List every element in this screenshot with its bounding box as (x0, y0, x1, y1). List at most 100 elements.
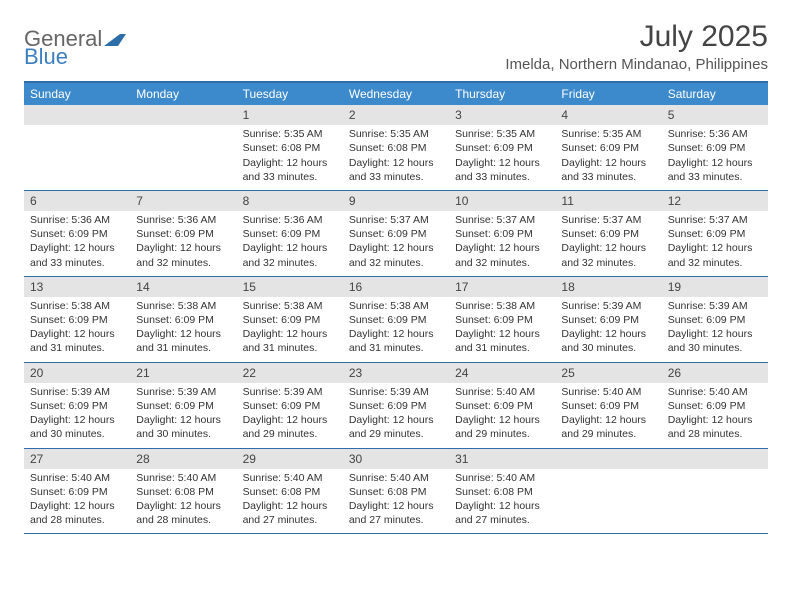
sunrise-text: Sunrise: 5:39 AM (561, 299, 655, 313)
day-number: 2 (343, 105, 449, 125)
day-cell: 18Sunrise: 5:39 AMSunset: 6:09 PMDayligh… (555, 277, 661, 362)
daylight-text: Daylight: 12 hours and 28 minutes. (668, 413, 762, 441)
day-body: Sunrise: 5:38 AMSunset: 6:09 PMDaylight:… (449, 297, 555, 362)
sunrise-text: Sunrise: 5:40 AM (136, 471, 230, 485)
day-number: 7 (130, 191, 236, 211)
day-cell: 15Sunrise: 5:38 AMSunset: 6:09 PMDayligh… (237, 277, 343, 362)
day-number: 8 (237, 191, 343, 211)
sunset-text: Sunset: 6:09 PM (561, 399, 655, 413)
sunset-text: Sunset: 6:09 PM (243, 399, 337, 413)
sunrise-text: Sunrise: 5:39 AM (243, 385, 337, 399)
sunrise-text: Sunrise: 5:40 AM (349, 471, 443, 485)
sunset-text: Sunset: 6:09 PM (349, 313, 443, 327)
day-cell: 2Sunrise: 5:35 AMSunset: 6:08 PMDaylight… (343, 105, 449, 190)
day-cell: 22Sunrise: 5:39 AMSunset: 6:09 PMDayligh… (237, 363, 343, 448)
sunset-text: Sunset: 6:08 PM (243, 485, 337, 499)
sunrise-text: Sunrise: 5:39 AM (30, 385, 124, 399)
daylight-text: Daylight: 12 hours and 30 minutes. (136, 413, 230, 441)
sunrise-text: Sunrise: 5:40 AM (30, 471, 124, 485)
day-cell: 19Sunrise: 5:39 AMSunset: 6:09 PMDayligh… (662, 277, 768, 362)
day-body: Sunrise: 5:36 AMSunset: 6:09 PMDaylight:… (237, 211, 343, 276)
day-body: Sunrise: 5:37 AMSunset: 6:09 PMDaylight:… (555, 211, 661, 276)
day-cell: 20Sunrise: 5:39 AMSunset: 6:09 PMDayligh… (24, 363, 130, 448)
daylight-text: Daylight: 12 hours and 33 minutes. (668, 156, 762, 184)
day-body: Sunrise: 5:40 AMSunset: 6:08 PMDaylight:… (130, 469, 236, 534)
sunrise-text: Sunrise: 5:38 AM (243, 299, 337, 313)
sunset-text: Sunset: 6:08 PM (349, 485, 443, 499)
daylight-text: Daylight: 12 hours and 33 minutes. (349, 156, 443, 184)
sunset-text: Sunset: 6:09 PM (243, 227, 337, 241)
day-cell: 28Sunrise: 5:40 AMSunset: 6:08 PMDayligh… (130, 449, 236, 534)
day-body: Sunrise: 5:35 AMSunset: 6:08 PMDaylight:… (343, 125, 449, 190)
day-cell: 16Sunrise: 5:38 AMSunset: 6:09 PMDayligh… (343, 277, 449, 362)
day-number: 30 (343, 449, 449, 469)
day-body: Sunrise: 5:36 AMSunset: 6:09 PMDaylight:… (130, 211, 236, 276)
sunrise-text: Sunrise: 5:39 AM (349, 385, 443, 399)
day-cell: 6Sunrise: 5:36 AMSunset: 6:09 PMDaylight… (24, 191, 130, 276)
day-number: 1 (237, 105, 343, 125)
day-body: Sunrise: 5:40 AMSunset: 6:08 PMDaylight:… (343, 469, 449, 534)
sunrise-text: Sunrise: 5:38 AM (455, 299, 549, 313)
sunset-text: Sunset: 6:09 PM (668, 313, 762, 327)
sunrise-text: Sunrise: 5:36 AM (243, 213, 337, 227)
day-body: Sunrise: 5:35 AMSunset: 6:09 PMDaylight:… (555, 125, 661, 190)
day-number: 12 (662, 191, 768, 211)
sunrise-text: Sunrise: 5:37 AM (561, 213, 655, 227)
sunset-text: Sunset: 6:09 PM (561, 227, 655, 241)
day-number: 15 (237, 277, 343, 297)
day-number: 29 (237, 449, 343, 469)
sunset-text: Sunset: 6:08 PM (136, 485, 230, 499)
day-number: 20 (24, 363, 130, 383)
week-row: 20Sunrise: 5:39 AMSunset: 6:09 PMDayligh… (24, 363, 768, 449)
daylight-text: Daylight: 12 hours and 30 minutes. (30, 413, 124, 441)
sunset-text: Sunset: 6:09 PM (136, 313, 230, 327)
daylight-text: Daylight: 12 hours and 32 minutes. (455, 241, 549, 269)
sunset-text: Sunset: 6:09 PM (455, 399, 549, 413)
sunset-text: Sunset: 6:09 PM (455, 141, 549, 155)
sunset-text: Sunset: 6:09 PM (668, 399, 762, 413)
weekday-header-row: Sunday Monday Tuesday Wednesday Thursday… (24, 83, 768, 105)
day-cell: 23Sunrise: 5:39 AMSunset: 6:09 PMDayligh… (343, 363, 449, 448)
daylight-text: Daylight: 12 hours and 29 minutes. (561, 413, 655, 441)
day-number: 5 (662, 105, 768, 125)
day-body: Sunrise: 5:40 AMSunset: 6:09 PMDaylight:… (555, 383, 661, 448)
sunset-text: Sunset: 6:09 PM (136, 399, 230, 413)
daylight-text: Daylight: 12 hours and 32 minutes. (668, 241, 762, 269)
day-number: 14 (130, 277, 236, 297)
weekday-tuesday: Tuesday (237, 83, 343, 105)
day-number: 3 (449, 105, 555, 125)
day-body: Sunrise: 5:37 AMSunset: 6:09 PMDaylight:… (449, 211, 555, 276)
day-body: Sunrise: 5:38 AMSunset: 6:09 PMDaylight:… (24, 297, 130, 362)
day-body: Sunrise: 5:38 AMSunset: 6:09 PMDaylight:… (343, 297, 449, 362)
day-number: 10 (449, 191, 555, 211)
day-number: 4 (555, 105, 661, 125)
day-number: 19 (662, 277, 768, 297)
daylight-text: Daylight: 12 hours and 27 minutes. (455, 499, 549, 527)
sunrise-text: Sunrise: 5:40 AM (243, 471, 337, 485)
logo-triangle-icon (104, 26, 126, 52)
empty-day-bar (24, 105, 130, 125)
daylight-text: Daylight: 12 hours and 32 minutes. (349, 241, 443, 269)
day-cell: 5Sunrise: 5:36 AMSunset: 6:09 PMDaylight… (662, 105, 768, 190)
daylight-text: Daylight: 12 hours and 33 minutes. (455, 156, 549, 184)
daylight-text: Daylight: 12 hours and 33 minutes. (243, 156, 337, 184)
sunset-text: Sunset: 6:09 PM (668, 141, 762, 155)
daylight-text: Daylight: 12 hours and 32 minutes. (243, 241, 337, 269)
day-cell (662, 449, 768, 534)
sunrise-text: Sunrise: 5:35 AM (561, 127, 655, 141)
title-block: July 2025 Imelda, Northern Mindanao, Phi… (505, 20, 768, 73)
empty-day-bar (555, 449, 661, 469)
weekday-thursday: Thursday (449, 83, 555, 105)
sunset-text: Sunset: 6:09 PM (349, 399, 443, 413)
sunset-text: Sunset: 6:09 PM (30, 313, 124, 327)
day-number: 23 (343, 363, 449, 383)
day-cell: 26Sunrise: 5:40 AMSunset: 6:09 PMDayligh… (662, 363, 768, 448)
sunset-text: Sunset: 6:09 PM (30, 485, 124, 499)
weeks-container: 1Sunrise: 5:35 AMSunset: 6:08 PMDaylight… (24, 105, 768, 534)
week-row: 1Sunrise: 5:35 AMSunset: 6:08 PMDaylight… (24, 105, 768, 191)
day-number: 31 (449, 449, 555, 469)
day-body: Sunrise: 5:37 AMSunset: 6:09 PMDaylight:… (662, 211, 768, 276)
day-cell: 12Sunrise: 5:37 AMSunset: 6:09 PMDayligh… (662, 191, 768, 276)
day-cell (555, 449, 661, 534)
day-body: Sunrise: 5:40 AMSunset: 6:08 PMDaylight:… (449, 469, 555, 534)
